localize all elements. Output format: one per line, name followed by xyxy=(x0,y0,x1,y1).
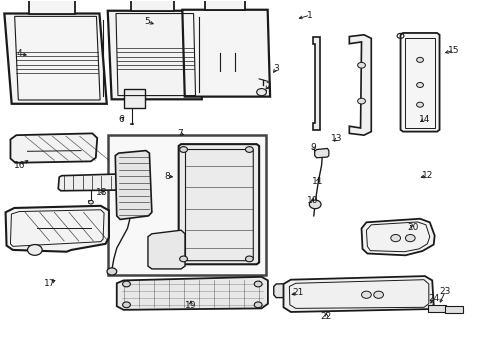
Polygon shape xyxy=(178,144,259,264)
Bar xyxy=(108,135,266,275)
Text: 5: 5 xyxy=(144,17,149,26)
Polygon shape xyxy=(273,283,299,298)
Text: 24: 24 xyxy=(427,294,438,303)
Text: 18: 18 xyxy=(96,188,108,197)
Polygon shape xyxy=(361,219,434,255)
Polygon shape xyxy=(123,89,144,108)
Circle shape xyxy=(88,201,93,204)
Text: 15: 15 xyxy=(447,46,459,55)
Circle shape xyxy=(179,256,187,262)
Text: 16: 16 xyxy=(15,161,26,170)
Polygon shape xyxy=(445,306,462,313)
Circle shape xyxy=(245,256,253,262)
Text: 14: 14 xyxy=(418,114,430,123)
Circle shape xyxy=(373,291,383,298)
Circle shape xyxy=(416,82,423,87)
Text: 23: 23 xyxy=(439,287,450,296)
Circle shape xyxy=(416,57,423,62)
Text: 2: 2 xyxy=(264,82,270,91)
Circle shape xyxy=(390,234,400,242)
Circle shape xyxy=(357,98,365,104)
Circle shape xyxy=(122,281,130,287)
Circle shape xyxy=(361,291,370,298)
Circle shape xyxy=(122,302,130,308)
Text: 10: 10 xyxy=(306,195,318,204)
Text: 19: 19 xyxy=(185,301,196,310)
Polygon shape xyxy=(400,33,439,132)
Polygon shape xyxy=(5,206,109,252)
Circle shape xyxy=(107,268,117,275)
Polygon shape xyxy=(115,150,152,220)
Text: 6: 6 xyxy=(119,114,124,123)
Polygon shape xyxy=(283,276,433,312)
Polygon shape xyxy=(348,35,370,135)
Polygon shape xyxy=(29,0,75,14)
Text: 9: 9 xyxy=(309,143,315,152)
Text: 8: 8 xyxy=(164,172,170,181)
Text: 7: 7 xyxy=(177,129,183,138)
Text: 1: 1 xyxy=(307,10,312,19)
Text: 20: 20 xyxy=(406,223,418,232)
Text: 21: 21 xyxy=(292,288,303,297)
Circle shape xyxy=(245,147,253,152)
Polygon shape xyxy=(10,134,97,163)
Text: 11: 11 xyxy=(311,177,323,186)
Polygon shape xyxy=(107,11,202,99)
Polygon shape xyxy=(314,148,328,158)
Polygon shape xyxy=(427,305,445,312)
Circle shape xyxy=(254,302,262,308)
Polygon shape xyxy=(4,14,106,104)
Circle shape xyxy=(256,89,266,96)
Circle shape xyxy=(309,200,321,209)
Text: 17: 17 xyxy=(43,279,55,288)
Circle shape xyxy=(416,102,423,107)
Text: 3: 3 xyxy=(273,64,279,73)
Polygon shape xyxy=(312,37,320,130)
Polygon shape xyxy=(58,174,124,191)
Text: 13: 13 xyxy=(331,134,342,143)
Circle shape xyxy=(254,281,262,287)
Text: 4: 4 xyxy=(17,49,22,58)
Circle shape xyxy=(405,234,414,242)
Polygon shape xyxy=(148,230,184,269)
Text: 22: 22 xyxy=(320,312,331,321)
Polygon shape xyxy=(117,277,267,310)
Polygon shape xyxy=(131,0,174,11)
Polygon shape xyxy=(182,10,269,96)
Circle shape xyxy=(357,62,365,68)
Text: 12: 12 xyxy=(421,171,432,180)
Polygon shape xyxy=(204,0,245,10)
Circle shape xyxy=(27,244,42,255)
Circle shape xyxy=(179,147,187,152)
